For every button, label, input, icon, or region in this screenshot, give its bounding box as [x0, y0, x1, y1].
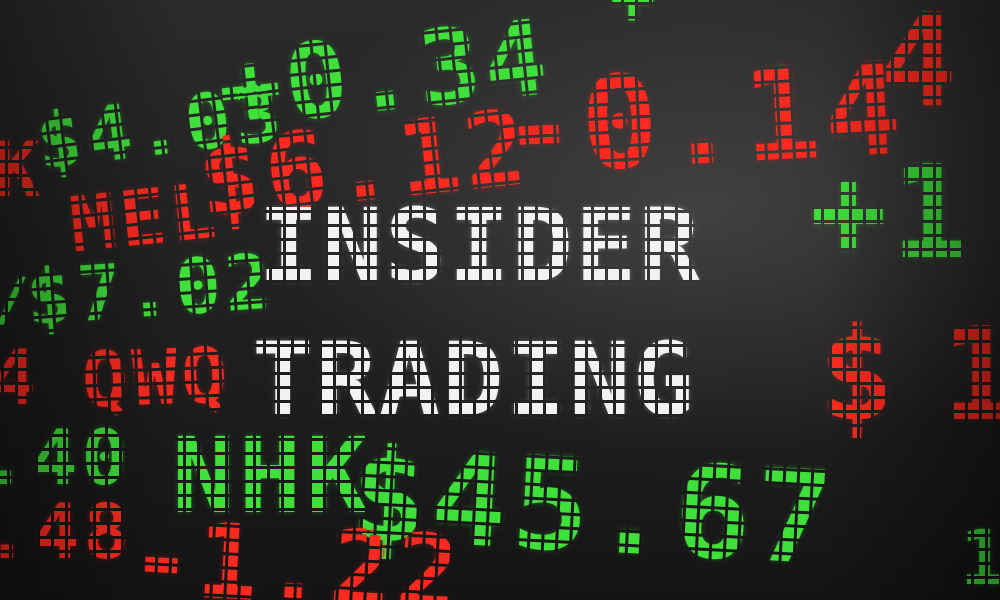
- headline-trading: TRADING: [252, 321, 696, 440]
- price-minus-1-22: -1.22: [127, 496, 467, 600]
- price-plus-1: +1: [810, 139, 973, 288]
- price-7-02: $7.02: [23, 236, 278, 343]
- ticker-partial-4: 4: [0, 333, 40, 422]
- price-top-partial: +: [610, 0, 660, 36]
- price-48: .48: [0, 487, 134, 576]
- price-right-mid-partial: 1: [940, 301, 1000, 450]
- ticker-qwq: QWQ: [80, 330, 233, 425]
- price-dollar-right: $: [818, 301, 900, 450]
- price-right-bot-partial: 1: [960, 513, 1000, 600]
- ticker-partial-slash: /: [0, 270, 33, 328]
- headline-insider: INSIDER: [258, 187, 702, 306]
- price-right-top-partial: 4: [880, 0, 962, 136]
- ticker-partial-k: K: [0, 125, 44, 214]
- ticker-nhk: NHK: [172, 415, 372, 537]
- price-40: .40: [0, 413, 132, 502]
